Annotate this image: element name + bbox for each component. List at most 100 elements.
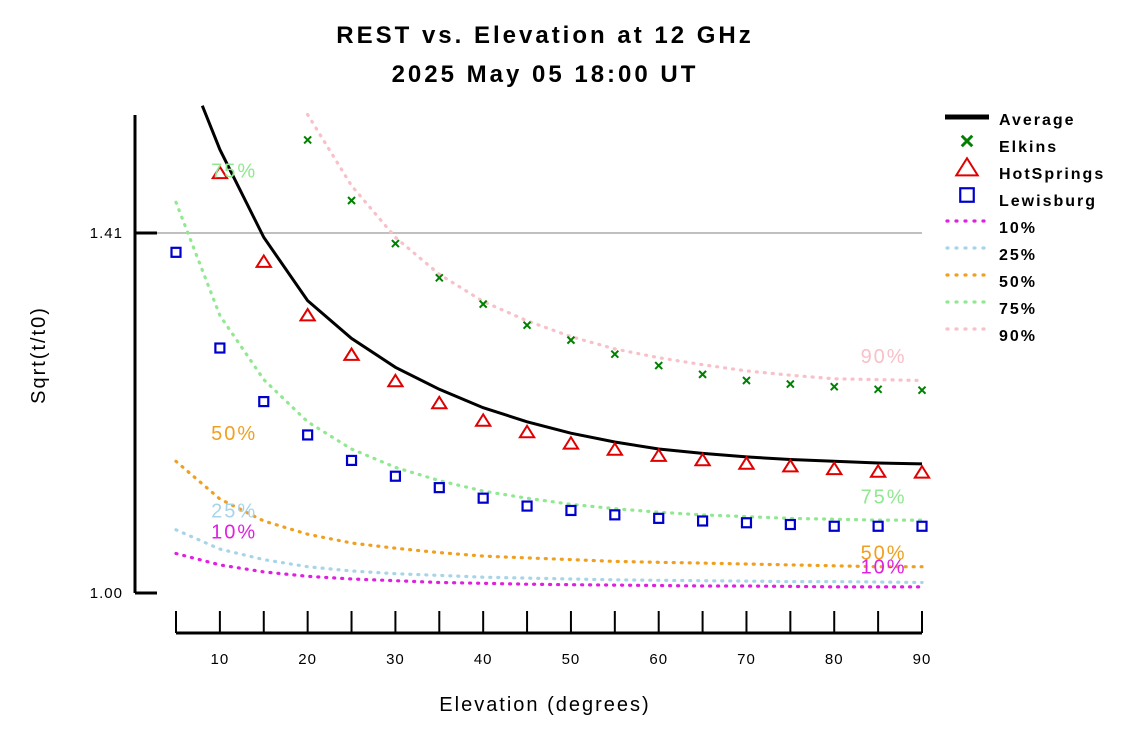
series-10pct-line bbox=[174, 551, 924, 589]
legend-item-50pct: 50% bbox=[945, 273, 1037, 291]
series-90pct-line bbox=[306, 112, 924, 383]
legend-label: 25% bbox=[999, 247, 1037, 264]
data-point bbox=[302, 429, 314, 441]
data-point bbox=[781, 458, 800, 473]
data-point bbox=[522, 320, 532, 330]
data-point bbox=[210, 164, 229, 180]
x-axis-label: Elevation (degrees) bbox=[439, 694, 650, 716]
legend-item-25pct: 25% bbox=[945, 246, 1037, 264]
data-point bbox=[654, 361, 663, 370]
x-tick-label: 20 bbox=[298, 651, 317, 668]
data-point bbox=[740, 517, 753, 529]
data-point bbox=[303, 135, 312, 145]
data-point bbox=[298, 307, 317, 322]
data-point bbox=[784, 518, 796, 531]
legend-swatch bbox=[954, 156, 980, 177]
series-elkins-points bbox=[303, 135, 927, 395]
data-point bbox=[786, 379, 795, 389]
data-point bbox=[698, 370, 707, 379]
curve-label: 50% bbox=[861, 543, 907, 565]
data-point bbox=[869, 463, 888, 478]
data-point bbox=[742, 376, 751, 385]
legend-item-average: Average bbox=[945, 112, 1076, 129]
data-point bbox=[435, 273, 444, 282]
data-point bbox=[170, 246, 182, 258]
curve-label: 75% bbox=[861, 486, 907, 508]
data-point bbox=[518, 423, 537, 439]
legend-item-lewisburg: Lewisburg bbox=[959, 187, 1097, 210]
axes: Elevation (degrees) Sqrt(t/t0) 1.00 1.41 1… bbox=[28, 115, 932, 716]
legend-label: Average bbox=[999, 112, 1076, 129]
legend: Average Elkins HotSprings Lewisburg 10% 25% 50… bbox=[945, 112, 1105, 345]
curve-label: 25% bbox=[211, 500, 257, 522]
series-25pct-line bbox=[174, 528, 924, 585]
series-75pct-line bbox=[174, 200, 924, 522]
data-point bbox=[828, 520, 840, 532]
data-point bbox=[649, 447, 668, 462]
legend-swatch bbox=[959, 187, 975, 203]
data-point bbox=[825, 460, 844, 476]
data-point bbox=[830, 382, 839, 391]
data-point bbox=[696, 515, 709, 527]
data-point bbox=[391, 239, 400, 248]
legend-item-hotsprings: HotSprings bbox=[954, 156, 1105, 183]
legend-label: 50% bbox=[999, 274, 1037, 291]
legend-label: Elkins bbox=[999, 139, 1058, 156]
data-point bbox=[347, 196, 356, 205]
legend-item-10pct: 10% bbox=[945, 219, 1037, 237]
series-hotsprings-points bbox=[210, 164, 931, 479]
data-point bbox=[917, 385, 927, 395]
x-tick-label: 80 bbox=[825, 651, 844, 668]
data-point bbox=[565, 504, 577, 517]
data-point bbox=[561, 435, 580, 450]
x-tick-label: 90 bbox=[913, 651, 932, 668]
data-point bbox=[521, 500, 533, 512]
data-point bbox=[872, 520, 884, 532]
legend-swatch bbox=[960, 134, 974, 148]
legend-label: HotSprings bbox=[999, 166, 1105, 183]
series-50pct-line bbox=[174, 459, 924, 569]
x-tick-label: 40 bbox=[474, 651, 493, 668]
legend-label: 10% bbox=[999, 220, 1037, 237]
legend-label: 75% bbox=[999, 301, 1037, 318]
chart-title-group: REST vs. Elevation at 12 GHz 2025 May 05… bbox=[336, 22, 753, 88]
data-point bbox=[214, 342, 226, 354]
curve-label: 10% bbox=[211, 522, 257, 544]
x-tick-label: 10 bbox=[211, 651, 230, 668]
legend-label: 90% bbox=[999, 328, 1037, 345]
data-point bbox=[478, 299, 488, 309]
x-tick-label: 50 bbox=[562, 651, 581, 668]
x-tick-label: 30 bbox=[386, 651, 405, 668]
data-point bbox=[345, 454, 358, 467]
data-point bbox=[433, 482, 445, 494]
data-point bbox=[254, 253, 273, 268]
data-point bbox=[477, 492, 489, 504]
data-point bbox=[913, 464, 931, 479]
series-average-line bbox=[200, 105, 923, 466]
x-tick-label: 60 bbox=[649, 651, 668, 668]
data-point bbox=[737, 455, 756, 470]
data-point bbox=[653, 512, 665, 524]
data-point bbox=[430, 394, 449, 410]
legend-label: Lewisburg bbox=[999, 193, 1097, 210]
data-point bbox=[474, 412, 493, 427]
chart-subtitle: 2025 May 05 18:00 UT bbox=[392, 61, 699, 88]
curve-label: 90% bbox=[861, 346, 907, 368]
data-point bbox=[609, 509, 621, 521]
data-point bbox=[693, 452, 712, 467]
curve-label: 75% bbox=[211, 161, 257, 183]
legend-item-90pct: 90% bbox=[945, 327, 1037, 345]
plot-area: 75%50%25%10%90%75%50%10% bbox=[135, 105, 931, 589]
curve-label: 10% bbox=[861, 557, 907, 579]
x-tick-label: 70 bbox=[737, 651, 756, 668]
legend-item-75pct: 75% bbox=[945, 300, 1037, 318]
data-point bbox=[916, 520, 928, 532]
data-point bbox=[258, 395, 270, 408]
data-point bbox=[610, 349, 620, 359]
data-point bbox=[873, 385, 883, 394]
data-point bbox=[386, 373, 405, 388]
data-point bbox=[605, 441, 624, 456]
chart-title: REST vs. Elevation at 12 GHz bbox=[336, 22, 753, 49]
data-point bbox=[389, 470, 402, 482]
